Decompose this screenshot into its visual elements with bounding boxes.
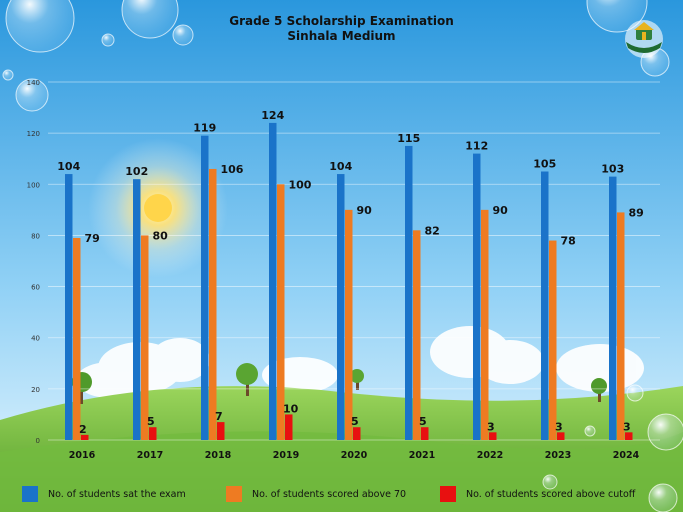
label-above70: 90 [493, 204, 509, 217]
label-sat: 102 [125, 165, 148, 178]
label-sat: 103 [601, 163, 624, 176]
label-sat: 104 [57, 160, 80, 173]
label-sat: 112 [465, 140, 488, 153]
label-cutoff: 10 [283, 402, 299, 415]
bar-sat [473, 153, 481, 440]
bar-cutoff [217, 422, 225, 440]
y-tick-label: 40 [31, 335, 40, 343]
data-labels: 104 79 2 102 80 5 119 106 7 124 100 10 104 90 5 115 82 5 1… [57, 109, 644, 436]
x-tick-label: 2017 [137, 450, 163, 461]
label-cutoff: 2 [79, 423, 87, 436]
legend-label-sat: No. of students sat the exam [48, 488, 186, 500]
bar-cutoff [149, 427, 157, 440]
label-sat: 124 [261, 109, 284, 122]
y-tick-label: 0 [36, 437, 40, 445]
x-axis-ticks: 2016 2017 2018 2019 2020 2021 2022 2023 2024 [69, 450, 640, 461]
bar-sat [609, 176, 617, 440]
bar-above70 [549, 240, 557, 440]
label-above70: 90 [357, 204, 373, 217]
y-tick-label: 60 [31, 284, 40, 292]
bars [65, 122, 633, 441]
x-tick-label: 2020 [341, 450, 368, 461]
chart-title: Grade 5 Scholarship Examination [229, 14, 454, 28]
bar-above70 [617, 212, 625, 440]
label-cutoff: 3 [623, 420, 631, 433]
label-above70: 80 [153, 229, 169, 242]
bar-cutoff [353, 427, 361, 440]
label-above70: 78 [561, 235, 576, 248]
label-sat: 104 [329, 160, 352, 173]
label-cutoff: 3 [487, 420, 495, 433]
label-above70: 79 [85, 232, 100, 245]
label-sat: 119 [193, 122, 216, 135]
x-tick-label: 2018 [205, 450, 232, 461]
y-tick-label: 100 [27, 181, 40, 189]
label-cutoff: 3 [555, 420, 563, 433]
bar-cutoff [625, 432, 633, 440]
bar-sat [337, 174, 345, 441]
x-tick-label: 2023 [545, 450, 571, 461]
bar-above70 [141, 235, 149, 440]
label-cutoff: 5 [147, 415, 155, 428]
legend-item-cutoff: No. of students scored above cutoff [440, 486, 635, 502]
legend-swatch-sat [22, 486, 38, 502]
bar-above70 [481, 209, 489, 440]
label-cutoff: 5 [419, 415, 427, 428]
bar-sat [541, 171, 549, 440]
legend-item-above70: No. of students scored above 70 [226, 486, 406, 502]
label-above70: 82 [425, 224, 440, 237]
bar-cutoff [421, 427, 429, 440]
bar-sat [65, 174, 73, 441]
label-sat: 115 [397, 132, 420, 145]
bar-cutoff [81, 434, 89, 440]
label-cutoff: 7 [215, 410, 223, 423]
y-tick-label: 80 [31, 232, 40, 240]
label-above70: 89 [629, 206, 644, 219]
bar-above70 [209, 168, 217, 440]
grass-front [0, 431, 683, 512]
label-cutoff: 5 [351, 415, 359, 428]
label-sat: 105 [533, 158, 556, 171]
chart-subtitle: Sinhala Medium [287, 29, 396, 43]
x-tick-label: 2021 [409, 450, 435, 461]
label-above70: 100 [289, 178, 312, 191]
bar-sat [405, 145, 413, 440]
bar-above70 [345, 209, 353, 440]
legend-swatch-cutoff [440, 486, 456, 502]
gridlines [48, 81, 660, 441]
y-tick-label: 120 [27, 130, 40, 138]
legend-swatch-above70 [226, 486, 242, 502]
bar-sat [133, 179, 141, 440]
bar-cutoff [489, 432, 497, 440]
y-tick-label: 140 [27, 79, 40, 87]
legend: No. of students sat the exam No. of stud… [0, 486, 683, 504]
legend-label-cutoff: No. of students scored above cutoff [466, 488, 636, 500]
bar-above70 [73, 237, 81, 440]
emblem-icon [625, 20, 663, 58]
x-tick-label: 2016 [69, 450, 96, 461]
bar-cutoff [285, 414, 293, 440]
y-tick-label: 20 [31, 386, 40, 394]
y-axis-ticks: 0 20 40 60 80 100 120 140 [27, 79, 40, 445]
label-above70: 106 [221, 163, 244, 176]
legend-label-above70: No. of students scored above 70 [252, 488, 407, 500]
bar-sat [201, 135, 209, 440]
legend-item-sat: No. of students sat the exam [22, 486, 186, 502]
bar-sat [269, 122, 277, 441]
x-tick-label: 2019 [273, 450, 299, 461]
bar-above70 [413, 230, 421, 440]
bar-cutoff [557, 432, 565, 440]
x-tick-label: 2022 [477, 450, 503, 461]
sun-core [144, 194, 172, 222]
x-tick-label: 2024 [613, 450, 640, 461]
bar-above70 [277, 184, 285, 440]
